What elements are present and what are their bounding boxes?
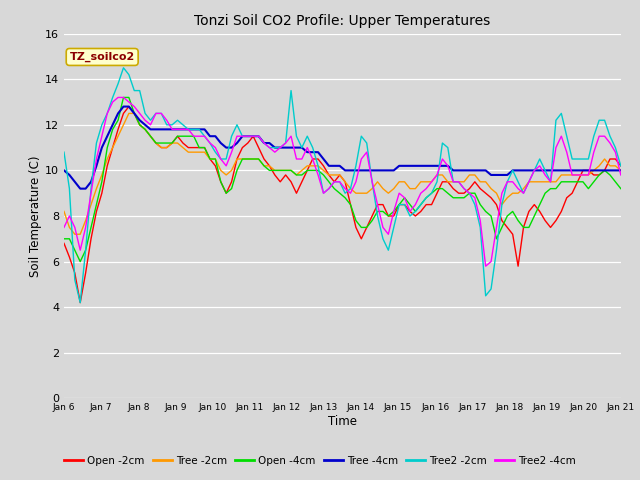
Open -4cm: [233, 168, 241, 173]
Tree2 -4cm: [482, 263, 490, 269]
Tree -4cm: [579, 168, 587, 173]
Tree2 -2cm: [82, 247, 90, 253]
Line: Open -4cm: Open -4cm: [64, 97, 621, 262]
Open -2cm: [125, 104, 132, 109]
Tree -2cm: [606, 163, 614, 168]
Open -2cm: [617, 163, 625, 168]
Tree -4cm: [233, 140, 241, 146]
Tree -4cm: [76, 186, 84, 192]
Tree -4cm: [212, 133, 220, 139]
Y-axis label: Soil Temperature (C): Soil Temperature (C): [29, 155, 42, 277]
Open -4cm: [212, 156, 220, 162]
Tree2 -2cm: [579, 156, 587, 162]
Tree2 -4cm: [617, 172, 625, 178]
Line: Open -2cm: Open -2cm: [64, 107, 621, 302]
Tree2 -4cm: [341, 186, 349, 192]
Open -2cm: [60, 240, 68, 246]
X-axis label: Time: Time: [328, 415, 357, 428]
Title: Tonzi Soil CO2 Profile: Upper Temperatures: Tonzi Soil CO2 Profile: Upper Temperatur…: [195, 14, 490, 28]
Open -2cm: [76, 300, 84, 305]
Tree -2cm: [617, 168, 625, 173]
Text: TZ_soilco2: TZ_soilco2: [70, 52, 135, 62]
Tree2 -4cm: [114, 95, 122, 100]
Tree -2cm: [579, 172, 587, 178]
Tree2 -4cm: [606, 140, 614, 146]
Tree -2cm: [233, 156, 241, 162]
Open -2cm: [606, 156, 614, 162]
Open -4cm: [347, 202, 355, 207]
Tree2 -2cm: [617, 163, 625, 168]
Open -2cm: [579, 168, 587, 173]
Line: Tree -4cm: Tree -4cm: [64, 107, 621, 189]
Tree -4cm: [60, 168, 68, 173]
Tree -2cm: [71, 231, 79, 237]
Tree2 -4cm: [60, 225, 68, 230]
Legend: Open -2cm, Tree -2cm, Open -4cm, Tree -4cm, Tree2 -2cm, Tree2 -4cm: Open -2cm, Tree -2cm, Open -4cm, Tree -4…: [60, 452, 580, 470]
Tree -2cm: [60, 208, 68, 214]
Open -4cm: [579, 179, 587, 185]
Tree -2cm: [82, 217, 90, 223]
Tree2 -2cm: [76, 300, 84, 305]
Tree2 -2cm: [233, 122, 241, 128]
Tree2 -4cm: [228, 149, 236, 155]
Tree -4cm: [617, 168, 625, 173]
Open -2cm: [233, 156, 241, 162]
Line: Tree2 -2cm: Tree2 -2cm: [64, 68, 621, 302]
Tree2 -2cm: [347, 186, 355, 192]
Open -4cm: [120, 95, 127, 100]
Open -2cm: [347, 202, 355, 207]
Tree2 -4cm: [76, 247, 84, 253]
Tree2 -2cm: [606, 133, 614, 139]
Tree -4cm: [120, 104, 127, 109]
Tree2 -2cm: [60, 149, 68, 155]
Tree2 -4cm: [579, 172, 587, 178]
Open -4cm: [606, 172, 614, 178]
Open -4cm: [82, 247, 90, 253]
Line: Tree -2cm: Tree -2cm: [64, 113, 621, 234]
Open -2cm: [212, 163, 220, 168]
Open -2cm: [82, 270, 90, 276]
Tree -4cm: [347, 168, 355, 173]
Tree -2cm: [125, 110, 132, 116]
Tree -4cm: [606, 168, 614, 173]
Open -4cm: [617, 186, 625, 192]
Tree -2cm: [347, 186, 355, 192]
Line: Tree2 -4cm: Tree2 -4cm: [64, 97, 621, 266]
Tree -2cm: [212, 156, 220, 162]
Tree2 -2cm: [120, 65, 127, 71]
Tree -4cm: [82, 186, 90, 192]
Tree2 -4cm: [206, 140, 214, 146]
Open -4cm: [76, 259, 84, 264]
Open -4cm: [60, 236, 68, 241]
Tree2 -2cm: [212, 149, 220, 155]
